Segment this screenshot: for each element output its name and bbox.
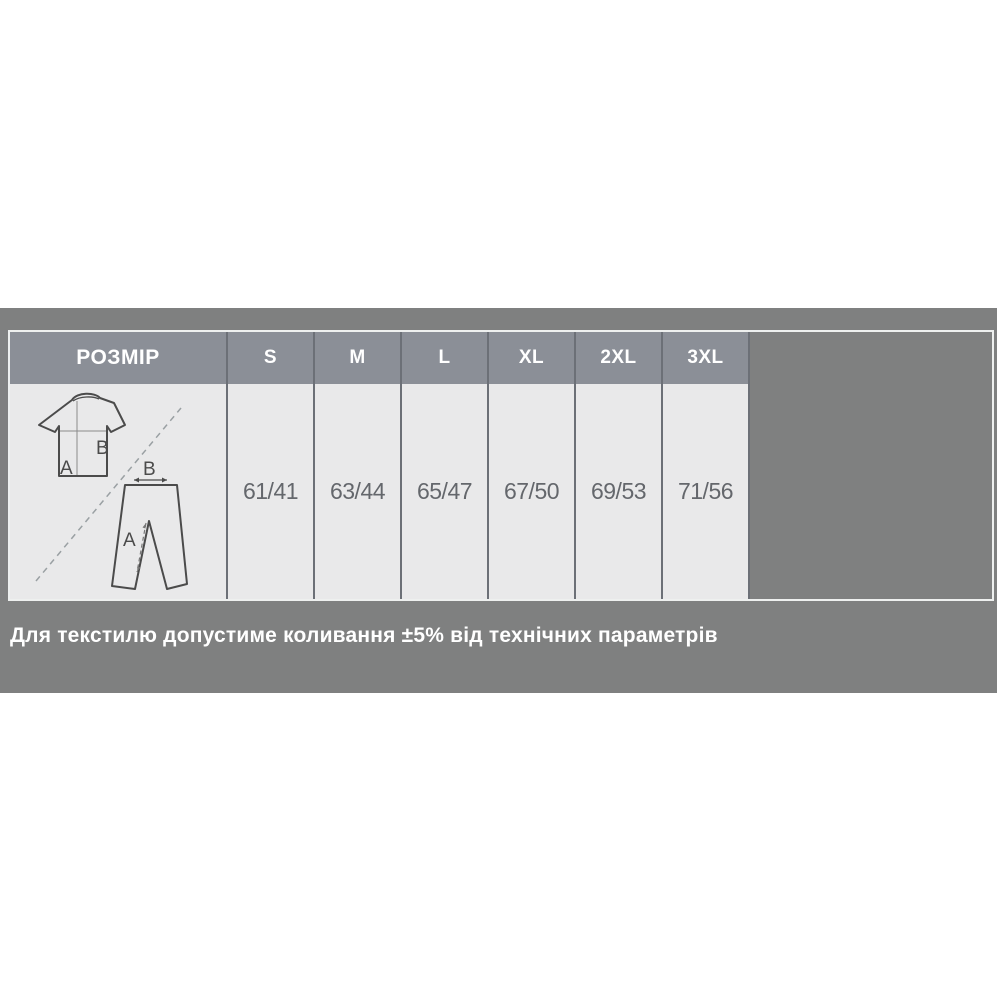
size-column-2xl: 2XL 69/53: [574, 332, 661, 599]
size-label-column: РОЗМІР A B: [10, 332, 226, 599]
size-header-label-2xl: 2XL: [600, 347, 637, 368]
size-header-cell-s: S: [228, 332, 313, 384]
size-value-cell-3xl: 71/56: [663, 384, 748, 599]
shirt-length-label: A: [60, 458, 73, 479]
pants-diagram-icon: [111, 477, 188, 590]
size-header-label-3xl: 3XL: [687, 347, 724, 368]
size-table: РОЗМІР A B: [8, 330, 994, 601]
size-header-label-l: L: [438, 347, 451, 368]
size-column-l: L 65/47: [400, 332, 487, 599]
tshirt-diagram-icon: [38, 392, 126, 477]
size-value-s: 61/41: [242, 478, 299, 504]
size-header-cell-3xl: 3XL: [663, 332, 748, 384]
size-header-cell-2xl: 2XL: [576, 332, 661, 384]
size-value-cell-s: 61/41: [228, 384, 313, 599]
size-value-3xl: 71/56: [677, 478, 734, 504]
pants-length-label: A: [123, 530, 136, 551]
size-value-cell-m: 63/44: [315, 384, 400, 599]
size-column-xl: XL 67/50: [487, 332, 574, 599]
size-header-label: РОЗМІР: [76, 346, 160, 369]
size-header-label-m: M: [349, 347, 366, 368]
measurement-diagram-cell: A B A B: [10, 384, 226, 599]
size-header-cell-m: M: [315, 332, 400, 384]
size-column-3xl: 3XL 71/56: [661, 332, 748, 599]
size-chart-panel: РОЗМІР A B: [0, 308, 997, 693]
size-value-2xl: 69/53: [590, 478, 647, 504]
size-value-cell-2xl: 69/53: [576, 384, 661, 599]
size-column-m: M 63/44: [313, 332, 400, 599]
diagonal-divider-line: [35, 407, 182, 582]
size-header-cell: РОЗМІР: [10, 332, 226, 384]
size-value-l: 65/47: [416, 478, 473, 504]
garment-measurement-diagram: A B A B: [35, 392, 188, 590]
pants-waist-label: B: [143, 459, 156, 480]
size-header-cell-xl: XL: [489, 332, 574, 384]
size-value-xl: 67/50: [503, 478, 560, 504]
size-header-label-xl: XL: [518, 347, 545, 368]
table-empty-area: [748, 332, 992, 599]
size-value-cell-l: 65/47: [402, 384, 487, 599]
size-header-label-s: S: [263, 347, 278, 368]
size-value-cell-xl: 67/50: [489, 384, 574, 599]
size-header-cell-l: L: [402, 332, 487, 384]
shirt-width-label: B: [96, 438, 109, 459]
size-column-s: S 61/41: [226, 332, 313, 599]
tolerance-note: Для текстилю допустиме коливання ±5% від…: [10, 624, 718, 647]
size-value-m: 63/44: [329, 478, 386, 504]
